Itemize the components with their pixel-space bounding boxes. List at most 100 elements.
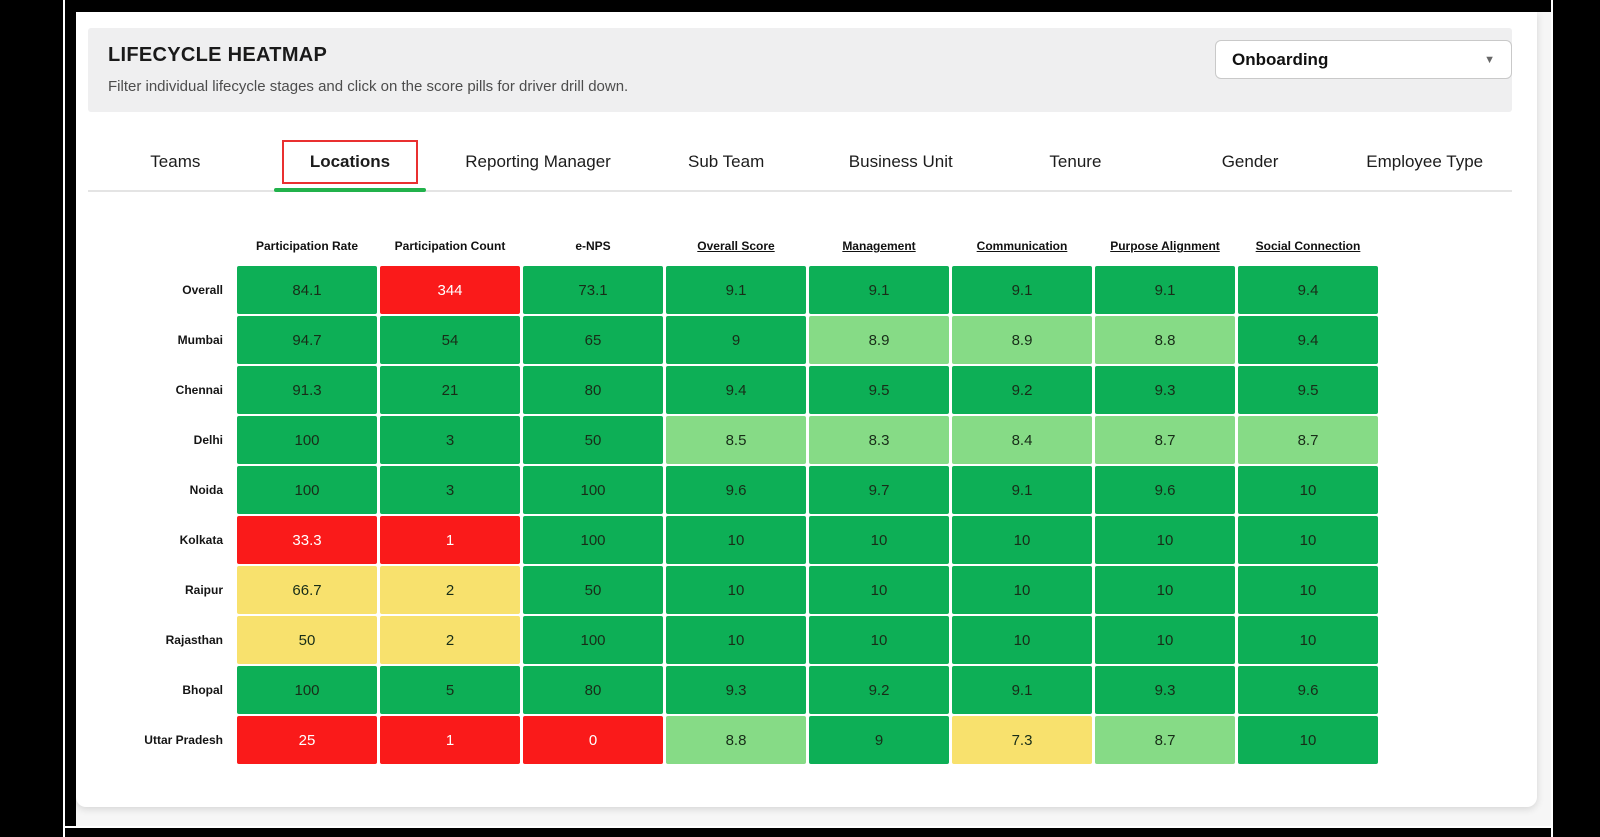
score-pill[interactable]: 80 [523,666,663,714]
score-pill[interactable]: 9.5 [809,366,949,414]
score-pill[interactable]: 8.4 [952,416,1092,464]
score-pill[interactable]: 10 [1238,716,1378,764]
score-pill[interactable]: 10 [1095,516,1235,564]
score-pill[interactable]: 10 [666,616,806,664]
score-pill[interactable]: 10 [952,616,1092,664]
score-pill[interactable]: 9.2 [809,666,949,714]
score-pill[interactable]: 9.6 [666,466,806,514]
score-pill[interactable]: 8.9 [952,316,1092,364]
score-pill[interactable]: 9.4 [1238,266,1378,314]
score-pill[interactable]: 2 [380,616,520,664]
score-pill[interactable]: 100 [523,466,663,514]
score-pill[interactable]: 10 [952,566,1092,614]
score-pill[interactable]: 10 [1095,616,1235,664]
column-header-communication[interactable]: Communication [976,239,1068,253]
score-pill[interactable]: 25 [237,716,377,764]
lifecycle-stage-dropdown[interactable]: Onboarding ▼ [1215,40,1512,79]
score-pill[interactable]: 8.9 [809,316,949,364]
tab-reporting-manager[interactable]: Reporting Manager [437,134,639,190]
score-pill[interactable]: 10 [1238,616,1378,664]
score-pill[interactable]: 9.1 [666,266,806,314]
score-pill[interactable]: 9.2 [952,366,1092,414]
score-pill[interactable]: 100 [523,616,663,664]
score-pill[interactable]: 73.1 [523,266,663,314]
score-pill[interactable]: 2 [380,566,520,614]
score-pill[interactable]: 8.7 [1095,416,1235,464]
score-pill[interactable]: 344 [380,266,520,314]
score-pill[interactable]: 100 [237,416,377,464]
score-pill[interactable]: 1 [380,716,520,764]
score-pill[interactable]: 8.7 [1095,716,1235,764]
score-pill[interactable]: 100 [237,666,377,714]
score-pill[interactable]: 9.6 [1095,466,1235,514]
score-pill[interactable]: 100 [523,516,663,564]
score-pill[interactable]: 9.3 [1095,666,1235,714]
tab-teams[interactable]: Teams [88,134,263,190]
score-pill[interactable]: 21 [380,366,520,414]
tab-sub-team[interactable]: Sub Team [639,134,814,190]
score-pill[interactable]: 10 [952,516,1092,564]
score-pill[interactable]: 9.1 [952,466,1092,514]
score-pill[interactable]: 9 [809,716,949,764]
score-pill[interactable]: 33.3 [237,516,377,564]
score-pill[interactable]: 9.1 [1095,266,1235,314]
score-pill[interactable]: 54 [380,316,520,364]
score-pill[interactable]: 0 [523,716,663,764]
score-pill[interactable]: 10 [1238,566,1378,614]
column-header-social-connection[interactable]: Social Connection [1255,239,1361,253]
score-pill[interactable]: 8.7 [1238,416,1378,464]
score-pill[interactable]: 9.7 [809,466,949,514]
score-pill[interactable]: 8.8 [666,716,806,764]
score-pill[interactable]: 3 [380,416,520,464]
tab-label: Tenure [1049,152,1102,171]
score-pill[interactable]: 7.3 [952,716,1092,764]
score-pill[interactable]: 9.1 [809,266,949,314]
table-row-kolkata: Kolkata 33.3 1 100 10 10 10 10 10 [96,516,1381,564]
score-pill[interactable]: 9.4 [666,366,806,414]
score-pill[interactable]: 91.3 [237,366,377,414]
column-header-overall-score[interactable]: Overall Score [697,239,775,253]
score-pill[interactable]: 5 [380,666,520,714]
score-pill[interactable]: 66.7 [237,566,377,614]
column-header-management[interactable]: Management [842,239,916,253]
score-pill[interactable]: 65 [523,316,663,364]
score-pill[interactable]: 84.1 [237,266,377,314]
tab-locations[interactable]: Locations [263,134,438,192]
score-pill[interactable]: 9.3 [666,666,806,714]
score-pill[interactable]: 9.6 [1238,666,1378,714]
score-pill[interactable]: 9.1 [952,266,1092,314]
score-pill[interactable]: 9.5 [1238,366,1378,414]
window-edge-left [63,0,65,837]
score-pill[interactable]: 10 [1095,566,1235,614]
score-pill[interactable]: 9.1 [952,666,1092,714]
score-pill[interactable]: 8.5 [666,416,806,464]
score-pill[interactable]: 50 [523,416,663,464]
heatmap-table: Participation Rate Participation Count e-N… [96,226,1381,766]
score-pill[interactable]: 50 [523,566,663,614]
score-pill[interactable]: 10 [1238,516,1378,564]
score-pill[interactable]: 94.7 [237,316,377,364]
score-pill[interactable]: 8.8 [1095,316,1235,364]
score-pill[interactable]: 10 [666,516,806,564]
row-label: Uttar Pradesh [144,733,223,747]
tab-tenure[interactable]: Tenure [988,134,1163,190]
score-pill[interactable]: 3 [380,466,520,514]
score-pill[interactable]: 8.3 [809,416,949,464]
column-header-purpose-alignment[interactable]: Purpose Alignment [1110,239,1220,253]
window-edge-right [1551,0,1553,837]
tab-gender[interactable]: Gender [1163,134,1338,190]
score-pill[interactable]: 100 [237,466,377,514]
score-pill[interactable]: 10 [1238,466,1378,514]
score-pill[interactable]: 1 [380,516,520,564]
score-pill[interactable]: 10 [809,566,949,614]
score-pill[interactable]: 10 [809,616,949,664]
score-pill[interactable]: 50 [237,616,377,664]
score-pill[interactable]: 9 [666,316,806,364]
tab-employee-type[interactable]: Employee Type [1337,134,1512,190]
tab-business-unit[interactable]: Business Unit [813,134,988,190]
score-pill[interactable]: 9.3 [1095,366,1235,414]
score-pill[interactable]: 80 [523,366,663,414]
score-pill[interactable]: 10 [809,516,949,564]
score-pill[interactable]: 10 [666,566,806,614]
score-pill[interactable]: 9.4 [1238,316,1378,364]
